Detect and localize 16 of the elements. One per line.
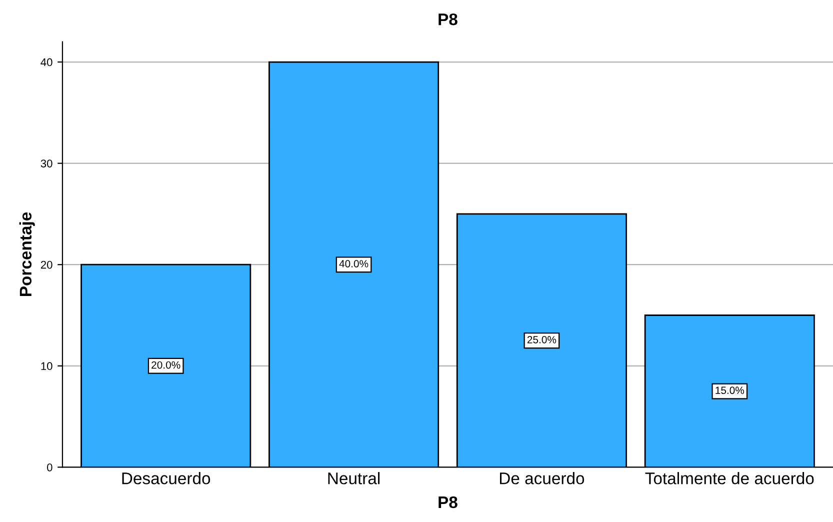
x-tick-label: De acuerdo — [500, 472, 584, 484]
x-tick-label: Desacuerdo — [122, 472, 210, 484]
data-label: 40.0% — [339, 260, 368, 268]
data-label: 15.0% — [716, 386, 744, 394]
y-tick-label: 30 — [40, 160, 52, 168]
y-tick-label: 40 — [40, 58, 52, 66]
data-label: 20.0% — [152, 361, 180, 369]
y-tick-label: 20 — [40, 260, 52, 269]
y-axis-title: Porcentaje — [19, 212, 35, 296]
x-tick-label: Totalmente de acuerdo — [645, 472, 814, 484]
data-label: 25.0% — [527, 336, 556, 344]
y-tick-label: 0 — [47, 463, 52, 472]
x-tick-label: Neutral — [328, 472, 380, 484]
x-axis-title: P8 — [438, 496, 458, 508]
chart-title: P8 — [438, 13, 458, 26]
y-tick-label: 10 — [41, 362, 52, 370]
